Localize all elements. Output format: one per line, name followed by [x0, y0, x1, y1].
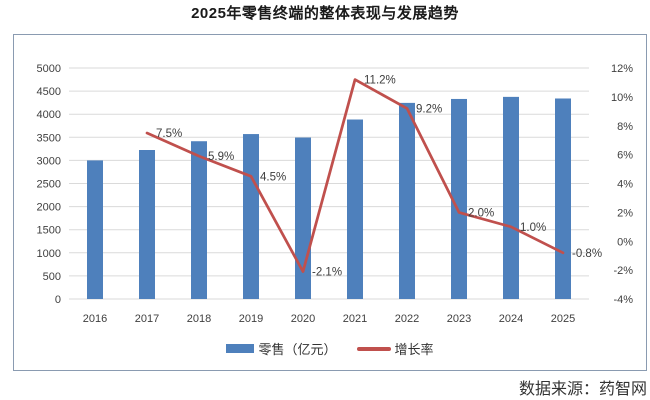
chart-legend: 零售（亿元） 增长率: [14, 339, 646, 358]
chart-frame: 0 500 1000 1500 2000 2500 3000 3500 4000 4500 5000…: [13, 34, 647, 371]
left-axis-tick-label: 3000: [37, 155, 61, 167]
right-axis-tick-label: 2%: [617, 207, 633, 219]
plot-svg: 0 500 1000 1500 2000 2500 3000 3500 4000 4500 5000…: [37, 63, 634, 325]
bar-2022: [399, 102, 415, 299]
right-axis-tick-label: 0%: [617, 236, 633, 248]
legend-line-label: 增长率: [394, 342, 434, 357]
bar-2020: [295, 137, 311, 299]
x-axis-label-2018: 2018: [187, 313, 211, 325]
left-axis-tick-label: 5000: [37, 63, 61, 75]
left-axis-tick-label: 3500: [37, 132, 61, 144]
data-label-2020: -2.1%: [312, 267, 342, 279]
left-axis-tick-label: 1000: [37, 248, 61, 260]
page-title: 2025年零售终端的整体表现与发展趋势: [191, 5, 459, 22]
data-label-2017: 7.5%: [156, 128, 182, 140]
bar-2021: [347, 119, 363, 299]
line-series-swatch-icon: [356, 346, 391, 351]
legend-item-growth: 增长率: [356, 339, 434, 358]
bar-2017: [139, 150, 155, 299]
x-axis-label-2021: 2021: [343, 313, 367, 325]
x-axis-label-2024: 2024: [499, 313, 523, 325]
legend-bar-label: 零售（亿元）: [258, 342, 337, 357]
left-axis-tick-label: 500: [43, 271, 61, 283]
data-label-2022: 9.2%: [416, 103, 442, 115]
x-axis-label-2023: 2023: [447, 313, 471, 325]
data-label-2018: 5.9%: [208, 151, 234, 163]
right-axis-tick-label: 10%: [611, 92, 633, 104]
legend-item-retail: 零售（亿元）: [226, 339, 337, 358]
bar-2016: [87, 160, 103, 299]
x-axis-label-2017: 2017: [135, 313, 159, 325]
growth-line: [145, 78, 565, 273]
left-axis-tick-label: 0: [55, 294, 61, 306]
data-label-2021: 11.2%: [364, 75, 396, 87]
right-axis-tick-label: -2%: [613, 265, 633, 277]
bar-2024: [503, 96, 519, 299]
left-axis-tick-label: 4500: [37, 86, 61, 98]
bar-2023: [451, 98, 467, 299]
right-axis-tick-label: 12%: [611, 63, 633, 75]
left-axis-tick-label: 2500: [37, 179, 61, 191]
right-axis-tick-label: 8%: [617, 121, 633, 133]
left-axis-tick-label: 1500: [37, 225, 61, 237]
data-label-2023: 2.0%: [468, 207, 494, 219]
x-axis-label-2019: 2019: [239, 313, 263, 325]
bar-2018: [191, 141, 207, 299]
x-axis-label-2022: 2022: [395, 313, 419, 325]
bar-2025: [555, 98, 571, 299]
left-axis-tick-label: 2000: [37, 202, 61, 214]
x-axis-label-2020: 2020: [291, 313, 315, 325]
bar-series-swatch-icon: [226, 344, 255, 353]
source-note: 数据来源：药智网: [518, 381, 647, 398]
data-label-2019: 4.5%: [260, 171, 286, 183]
x-axis-label-2016: 2016: [83, 313, 107, 325]
left-axis-tick-label: 4000: [37, 109, 61, 121]
x-axis-label-2025: 2025: [551, 313, 575, 325]
right-axis-tick-label: 6%: [617, 150, 633, 162]
data-label-2024: 1.0%: [520, 222, 546, 234]
data-label-2025: -0.8%: [572, 248, 602, 260]
bar-2019: [243, 134, 259, 299]
right-axis-tick-label: -4%: [613, 294, 633, 306]
right-axis-tick-label: 4%: [617, 179, 633, 191]
